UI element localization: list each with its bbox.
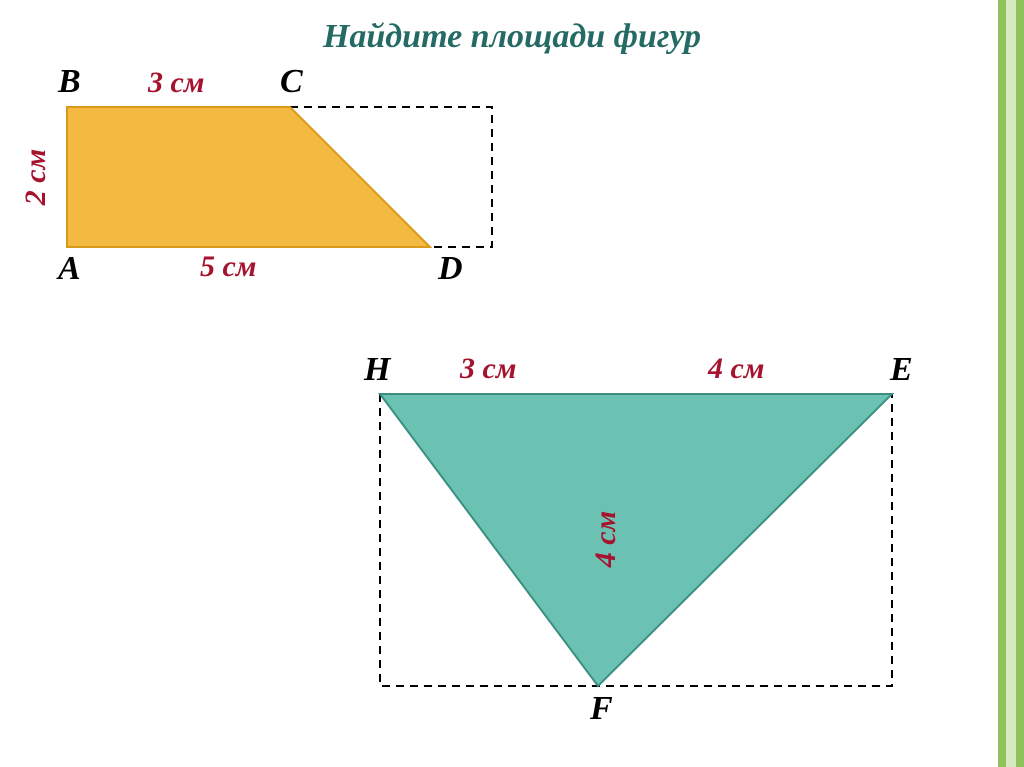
dim-HE-left: 3 см xyxy=(460,352,516,386)
vertex-C: C xyxy=(280,63,303,101)
vertex-A: A xyxy=(58,250,81,288)
dim-height: 4 см xyxy=(589,511,623,567)
dim-HE-right: 4 см xyxy=(708,352,764,386)
dim-BC: 3 см xyxy=(148,66,204,100)
vertex-D: D xyxy=(438,250,463,288)
vertex-E: E xyxy=(890,351,913,389)
vertex-F: F xyxy=(590,690,613,728)
dim-AD: 5 см xyxy=(200,250,256,284)
dim-AB: 2 см xyxy=(19,149,53,205)
vertex-H: H xyxy=(364,351,390,389)
slide-canvas: Найдите площади фигур A B C D 3 см 5 см … xyxy=(0,0,1024,767)
vertex-B: B xyxy=(58,63,81,101)
